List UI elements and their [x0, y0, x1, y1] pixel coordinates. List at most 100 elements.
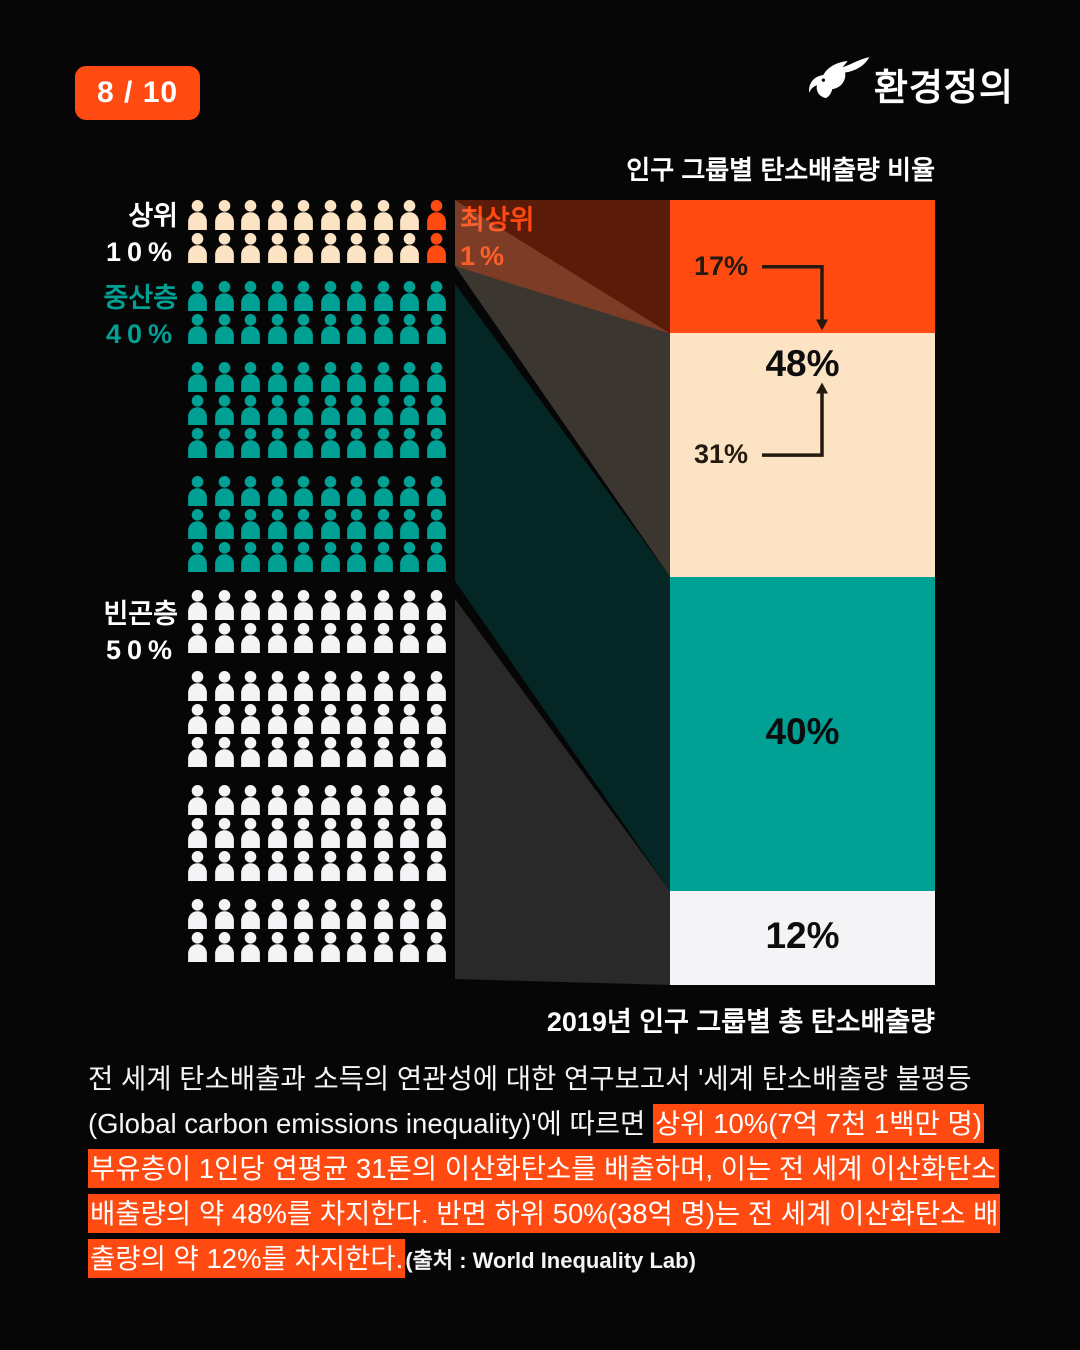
flow-band-teal [455, 284, 670, 891]
person-icon [186, 785, 209, 815]
person-icon [319, 932, 342, 962]
person-icon [266, 542, 289, 572]
group-label-middle40-name: 중산층 [103, 283, 178, 313]
pictogram-row [186, 818, 448, 848]
person-icon [398, 623, 421, 653]
person-icon [239, 542, 262, 572]
person-icon [345, 476, 368, 506]
bar-center-label-3: 12% [765, 914, 840, 956]
person-icon [425, 818, 448, 848]
person-icon [372, 623, 395, 653]
bar-segment-2 [670, 576, 935, 891]
person-icon [213, 281, 236, 311]
person-icon [425, 671, 448, 701]
person-icon [266, 314, 289, 344]
person-icon [345, 233, 368, 263]
person-icon [398, 281, 421, 311]
group-label-bottom50-pct: 50% [105, 635, 178, 665]
pictogram-row [186, 233, 448, 263]
person-icon [186, 314, 209, 344]
person-icon [372, 785, 395, 815]
person-icon [345, 737, 368, 767]
person-icon [213, 395, 236, 425]
person-icon [372, 233, 395, 263]
person-icon [345, 932, 368, 962]
person-icon [319, 233, 342, 263]
person-icon [186, 476, 209, 506]
person-icon [266, 737, 289, 767]
person-icon [398, 395, 421, 425]
person-icon [239, 785, 262, 815]
person-icon [372, 818, 395, 848]
pictogram-row [186, 428, 448, 458]
person-icon [292, 899, 315, 929]
person-icon [239, 200, 262, 230]
person-icon [186, 233, 209, 263]
person-icon [345, 623, 368, 653]
person-icon [372, 362, 395, 392]
person-icon [239, 671, 262, 701]
pictogram-row [186, 509, 448, 539]
person-icon [398, 851, 421, 881]
person-icon [398, 818, 421, 848]
person-icon [292, 851, 315, 881]
person-icon [398, 509, 421, 539]
person-icon [319, 704, 342, 734]
person-icon [345, 899, 368, 929]
person-icon [239, 704, 262, 734]
person-icon [292, 395, 315, 425]
person-icon [239, 362, 262, 392]
person-icon [292, 476, 315, 506]
person-icon [213, 542, 236, 572]
person-icon [292, 362, 315, 392]
person-icon [319, 476, 342, 506]
person-icon [398, 785, 421, 815]
person-icon [292, 785, 315, 815]
person-icon [319, 314, 342, 344]
group-label-top10: 상위 10% [30, 198, 178, 270]
person-icon [425, 281, 448, 311]
person-icon [345, 704, 368, 734]
person-icon [239, 509, 262, 539]
pictogram-block-2 [186, 362, 448, 458]
person-icon [372, 314, 395, 344]
person-icon [213, 623, 236, 653]
person-icon [239, 590, 262, 620]
person-icon [372, 542, 395, 572]
person-icon [213, 899, 236, 929]
person-icon [345, 851, 368, 881]
person-icon [239, 314, 262, 344]
person-icon [239, 851, 262, 881]
person-icon [186, 200, 209, 230]
person-icon [292, 623, 315, 653]
person-icon [266, 932, 289, 962]
pictogram-row [186, 314, 448, 344]
person-icon [372, 281, 395, 311]
person-icon [266, 233, 289, 263]
person-icon [398, 233, 421, 263]
person-icon [319, 281, 342, 311]
person-icon [398, 737, 421, 767]
person-icon [345, 314, 368, 344]
person-icon [213, 362, 236, 392]
person-icon [319, 542, 342, 572]
person-icon [372, 476, 395, 506]
person-icon [239, 623, 262, 653]
pictogram-block-0 [186, 200, 448, 263]
person-icon [425, 785, 448, 815]
person-icon [345, 200, 368, 230]
person-icon [372, 590, 395, 620]
person-icon [425, 704, 448, 734]
person-icon [345, 509, 368, 539]
person-icon [266, 818, 289, 848]
person-icon [398, 428, 421, 458]
person-icon [292, 704, 315, 734]
pictogram-row [186, 899, 448, 929]
pictogram-row [186, 851, 448, 881]
person-icon [319, 362, 342, 392]
person-icon [292, 737, 315, 767]
person-icon [425, 590, 448, 620]
person-icon [186, 428, 209, 458]
source-note: (출처 : World Inequality Lab) [405, 1248, 696, 1273]
person-icon [345, 590, 368, 620]
